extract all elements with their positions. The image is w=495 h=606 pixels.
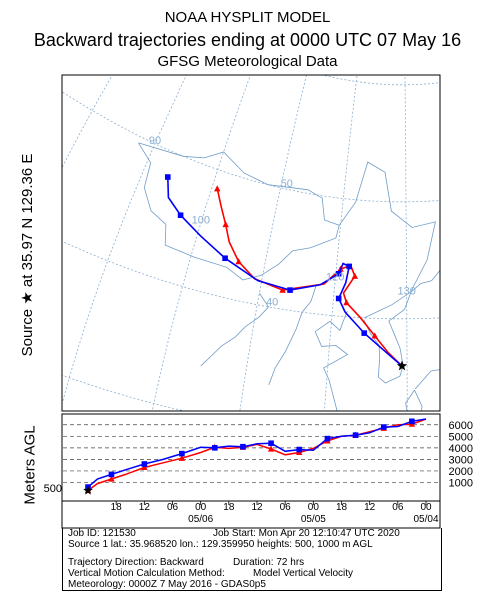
height-point-1000-6 <box>179 450 185 457</box>
meridian-100 <box>151 75 251 411</box>
x-tick-label-4: 18 <box>223 502 235 513</box>
height-source-star <box>83 485 93 495</box>
height-y-tick-0: 1000 <box>449 477 473 489</box>
x-tick-label-11: 00 <box>420 502 432 513</box>
height-point-1000-12 <box>268 440 274 447</box>
duration: Duration: 72 hrs <box>233 557 305 568</box>
trajectory-point-1000-6 <box>287 287 293 293</box>
coast-russia <box>410 269 440 293</box>
trajectory-point-500-10 <box>351 272 359 279</box>
meteorology: Meteorology: 0000Z 7 May 2016 - GDAS0p5 <box>68 579 266 590</box>
trajectory-point-500-4 <box>235 258 242 265</box>
meridian-110 <box>239 75 307 411</box>
height-point-500-2 <box>108 475 115 482</box>
chart-title-line1: NOAA HYSPLIT MODEL <box>164 9 331 26</box>
trajectory-point-500-0 <box>214 185 221 192</box>
coast-china <box>314 310 349 411</box>
height-point-1000-20 <box>380 424 387 430</box>
lon-label-3: 130 <box>397 285 415 297</box>
vertical-method-value: Model Vertical Velocity <box>253 568 354 579</box>
job-id: Job ID: 121530 <box>68 528 136 539</box>
parallel-60 <box>321 75 440 86</box>
trajectory-point-1000-8 <box>335 270 342 277</box>
height-point-1000-14 <box>296 446 303 453</box>
height-point-500-4 <box>141 463 148 471</box>
trajectory-point-1000-10 <box>346 263 352 270</box>
x-tick-label-2: 06 <box>167 502 179 513</box>
chart-subtitle: GFSG Meteorological Data <box>157 53 338 70</box>
height-y-tick-3: 4000 <box>449 443 473 455</box>
height-point-1000-10 <box>240 443 246 450</box>
x-tick-label-8: 18 <box>336 502 348 513</box>
border-province-2 <box>268 284 317 386</box>
x-tick-label-0: 18 <box>111 502 123 513</box>
height-y-tick-5: 6000 <box>449 420 473 432</box>
height-point-1000-8 <box>211 445 218 451</box>
height-line-1000 <box>87 418 427 488</box>
source-star <box>396 360 408 371</box>
height-point-1000-18 <box>352 432 359 438</box>
x-date-label-0: 05/06 <box>188 514 213 525</box>
coastlines-borders <box>138 142 440 411</box>
source-line: Source 1 lat.: 35.968520 lon.: 129.35995… <box>68 539 373 550</box>
trajectory-point-1000-0 <box>164 174 171 180</box>
coast-kyushu <box>405 389 423 411</box>
graticule-labels: 90 100 120 130 50 40 <box>149 135 416 309</box>
meridian-140 <box>438 0 495 606</box>
lon-label-0: 90 <box>149 135 161 147</box>
height-point-500-12 <box>267 445 275 452</box>
lat-label-1: 40 <box>266 297 278 309</box>
date-axis-box <box>61 500 441 529</box>
trajectory-point-1000-12 <box>335 295 342 302</box>
height-y-tick-4: 5000 <box>449 431 473 443</box>
x-tick-label-5: 12 <box>251 502 263 513</box>
x-date-label-1: 05/05 <box>301 514 326 525</box>
lon-label-1: 100 <box>192 214 210 226</box>
height-point-1000-22 <box>409 418 415 425</box>
chart-title-line2: Backward trajectories ending at 0000 UTC… <box>33 30 462 50</box>
trajectory-point-1000-2 <box>177 212 184 219</box>
x-tick-label-3: 00 <box>195 502 207 513</box>
trajectory-point-1000-14 <box>361 330 368 336</box>
border-mongolia <box>138 142 340 281</box>
x-tick-label-7: 00 <box>308 502 320 513</box>
x-tick-label-6: 06 <box>280 502 292 513</box>
border-province-1 <box>200 292 270 367</box>
lon-label-2: 120 <box>326 271 344 283</box>
height-series <box>83 418 427 495</box>
coast-japan <box>414 369 440 390</box>
height-y-tick-2: 3000 <box>449 454 473 466</box>
height-point-1000-2 <box>108 471 115 478</box>
trajectory-direction: Trajectory Direction: Backward <box>68 557 204 568</box>
trajectory-point-500-12 <box>343 299 350 306</box>
x-date-label-2: 05/04 <box>413 514 438 525</box>
height-point-1000-4 <box>141 461 148 467</box>
map-trajectories <box>164 174 408 371</box>
job-start: Job Start: Mon Apr 20 12:10:47 UTC 2020 <box>213 528 400 539</box>
trajectory-point-500-2 <box>222 221 229 228</box>
height-y-tick-1: 2000 <box>449 466 473 478</box>
vertical-method-label: Vertical Motion Calculation Method: <box>68 568 225 579</box>
trajectory-point-500-6 <box>279 286 286 293</box>
x-tick-label-9: 12 <box>364 502 376 513</box>
x-tick-label-10: 06 <box>392 502 404 513</box>
lat-label-0: 50 <box>281 178 293 190</box>
height-start-label: 500 <box>44 483 62 495</box>
trajectory-point-1000-4 <box>222 255 228 262</box>
height-point-500-6 <box>178 454 186 461</box>
x-tick-label-1: 12 <box>139 502 151 513</box>
info-panel: Job ID: 121530 Job Start: Mon Apr 20 12:1… <box>62 528 442 591</box>
border-manchuria <box>338 161 436 319</box>
trajectory-point-500-14 <box>371 332 379 339</box>
height-point-1000-16 <box>324 435 331 442</box>
